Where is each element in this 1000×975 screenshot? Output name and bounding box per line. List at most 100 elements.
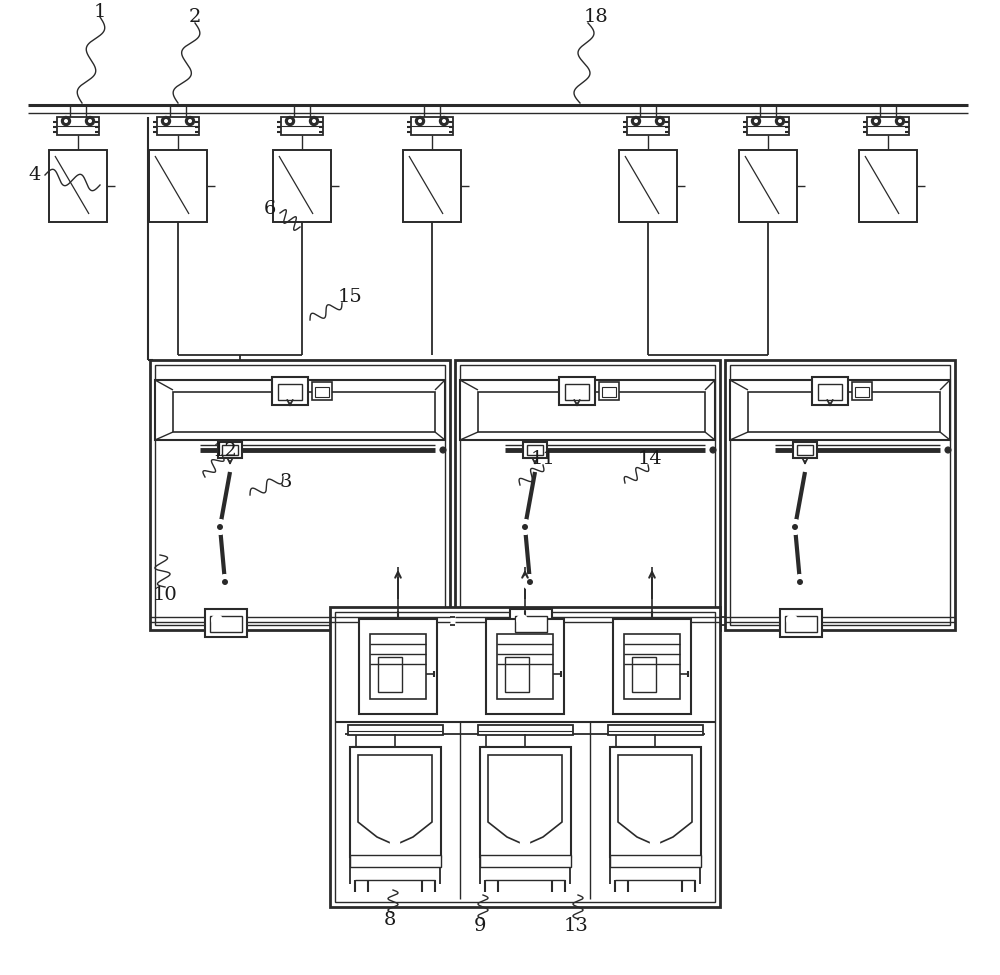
Bar <box>149 150 207 222</box>
Bar <box>859 150 917 222</box>
Circle shape <box>88 119 92 123</box>
Bar <box>780 609 822 637</box>
Bar <box>312 382 332 400</box>
Bar <box>730 380 950 440</box>
Bar <box>599 382 619 400</box>
Bar <box>608 725 703 735</box>
Bar <box>748 392 940 432</box>
Bar <box>150 360 450 630</box>
Polygon shape <box>618 755 692 845</box>
Bar <box>610 855 701 867</box>
Bar <box>797 445 813 455</box>
Circle shape <box>945 447 951 453</box>
Text: 12: 12 <box>213 442 237 460</box>
Circle shape <box>518 520 532 534</box>
Circle shape <box>212 615 222 625</box>
Bar <box>627 117 669 135</box>
Polygon shape <box>488 755 562 845</box>
Bar <box>411 117 453 135</box>
Circle shape <box>416 116 424 126</box>
Circle shape <box>898 119 902 123</box>
Text: 14: 14 <box>638 450 662 468</box>
Bar <box>273 150 331 222</box>
Circle shape <box>522 524 528 530</box>
Bar <box>739 150 797 222</box>
Bar <box>350 747 441 857</box>
Bar <box>370 634 426 699</box>
Bar <box>613 619 691 714</box>
Circle shape <box>527 579 533 585</box>
Circle shape <box>793 575 807 589</box>
Bar <box>812 377 848 405</box>
Circle shape <box>872 116 881 126</box>
Bar <box>278 384 302 400</box>
Polygon shape <box>358 755 432 845</box>
Bar <box>486 619 564 714</box>
Bar <box>460 365 715 625</box>
Bar <box>378 657 402 692</box>
Circle shape <box>312 119 316 123</box>
Bar <box>272 377 308 405</box>
Circle shape <box>778 119 782 123</box>
Bar <box>510 609 552 637</box>
Bar <box>725 360 955 630</box>
Bar <box>852 382 872 400</box>
Bar <box>478 392 705 432</box>
Bar <box>818 384 842 400</box>
Bar <box>632 657 656 692</box>
Circle shape <box>186 116 194 126</box>
Bar <box>480 855 571 867</box>
Bar <box>559 377 595 405</box>
Circle shape <box>213 520 227 534</box>
Text: 13: 13 <box>564 917 588 935</box>
Circle shape <box>632 116 640 126</box>
Bar <box>218 442 242 458</box>
Circle shape <box>286 116 294 126</box>
Circle shape <box>797 579 803 585</box>
Circle shape <box>188 119 192 123</box>
Bar <box>855 387 869 397</box>
Circle shape <box>222 579 228 585</box>
Text: 11: 11 <box>531 450 555 468</box>
Circle shape <box>896 116 904 126</box>
Bar <box>610 747 701 857</box>
Text: 2: 2 <box>189 8 201 26</box>
Text: 8: 8 <box>384 911 396 929</box>
Bar <box>460 380 715 440</box>
Text: 18: 18 <box>584 8 608 26</box>
Bar <box>523 442 547 458</box>
Text: 4: 4 <box>29 166 41 184</box>
Circle shape <box>418 119 422 123</box>
Bar <box>173 392 435 432</box>
Circle shape <box>520 838 530 847</box>
Bar <box>455 360 720 630</box>
Text: 6: 6 <box>264 200 276 218</box>
Circle shape <box>517 615 527 625</box>
Bar <box>730 365 950 625</box>
Circle shape <box>650 838 660 847</box>
Bar <box>747 117 789 135</box>
Bar <box>210 616 242 632</box>
Circle shape <box>217 524 223 530</box>
Circle shape <box>440 116 448 126</box>
Text: 1: 1 <box>94 3 106 21</box>
Bar <box>57 117 99 135</box>
Bar <box>335 612 715 902</box>
Circle shape <box>792 524 798 530</box>
Circle shape <box>218 575 232 589</box>
Bar <box>867 117 909 135</box>
Circle shape <box>874 119 878 123</box>
Bar <box>315 387 329 397</box>
Circle shape <box>776 116 784 126</box>
Circle shape <box>86 116 94 126</box>
Circle shape <box>442 119 446 123</box>
Bar <box>793 442 817 458</box>
Bar <box>527 445 543 455</box>
Circle shape <box>788 520 802 534</box>
Circle shape <box>64 119 68 123</box>
Circle shape <box>390 838 400 847</box>
Text: 15: 15 <box>338 288 362 306</box>
Circle shape <box>162 116 170 126</box>
Circle shape <box>523 575 537 589</box>
Circle shape <box>164 119 168 123</box>
